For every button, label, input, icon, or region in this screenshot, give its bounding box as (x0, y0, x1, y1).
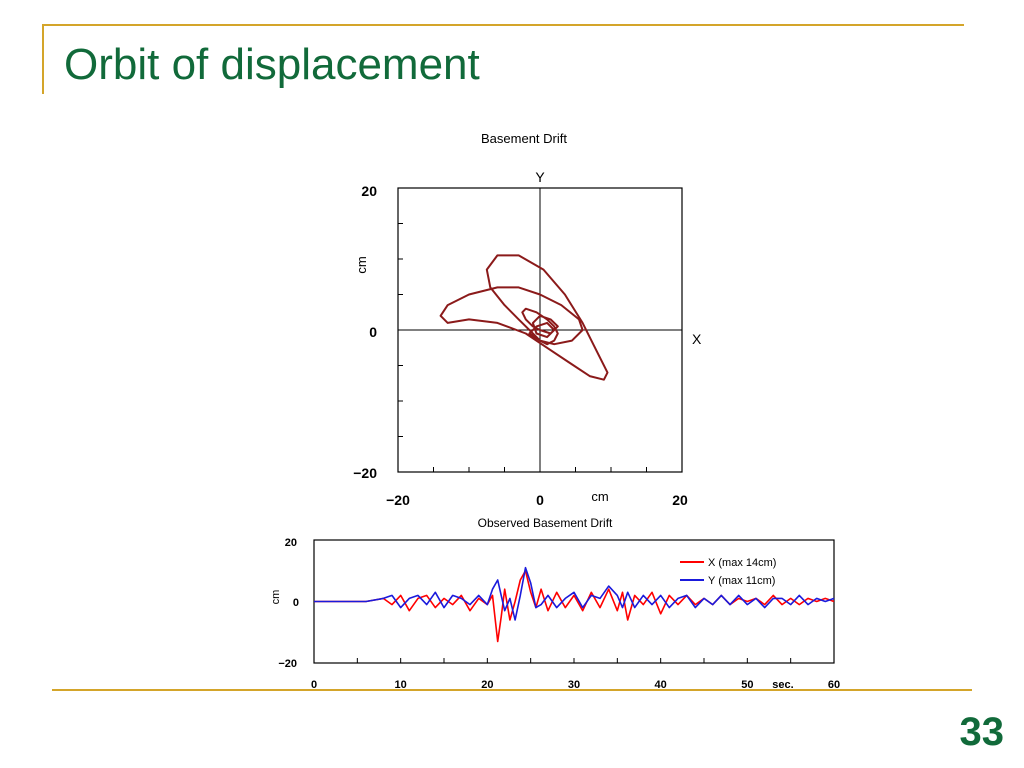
orbit-x-tick-mid: 0 (536, 492, 544, 508)
legend-y-label: Y (max 11cm) (708, 575, 775, 587)
orbit-chart: Basement Drift Y X 20 0 −20 −20 0 20 cm … (353, 131, 702, 508)
orbit-x-tick-right: 20 (672, 492, 688, 508)
slide-title: Orbit of displacement (64, 40, 480, 89)
legend-x-label: X (max 14cm) (708, 557, 776, 569)
orbit-y-tick-mid: 0 (369, 324, 377, 340)
orbit-series-line (439, 254, 609, 381)
ts-y-tick-mid: 0 (293, 597, 299, 609)
orbit-x-axis-label: cm (591, 489, 608, 504)
orbit-x-axis-name: X (692, 331, 702, 347)
slide-frame-left (42, 24, 44, 94)
orbit-y-tick-top: 20 (361, 183, 377, 199)
timeseries-ticks (313, 658, 835, 663)
timeseries-plot-frame (313, 539, 835, 664)
slide-frame-top (42, 24, 964, 26)
ts-y-axis-label: cm (270, 590, 282, 605)
ts-series-line (314, 566, 835, 621)
slide-number: 33 (959, 710, 1005, 754)
orbit-y-tick-bottom: −20 (353, 465, 377, 481)
slide-footer-line (52, 689, 972, 691)
ts-series-line (314, 569, 835, 643)
orbit-y-axis-label: cm (354, 256, 369, 273)
orbit-x-tick-left: −20 (386, 492, 410, 508)
orbit-chart-title: Basement Drift (481, 131, 567, 146)
timeseries-legend: X (max 14cm) Y (max 11cm) (680, 557, 776, 587)
ts-y-tick-bottom: −20 (278, 658, 297, 670)
timeseries-series-group (314, 566, 835, 643)
orbit-y-axis-name: Y (535, 169, 545, 185)
orbit-ticks (397, 187, 683, 473)
ts-y-tick-top: 20 (285, 537, 297, 549)
orbit-series-group (439, 254, 609, 381)
